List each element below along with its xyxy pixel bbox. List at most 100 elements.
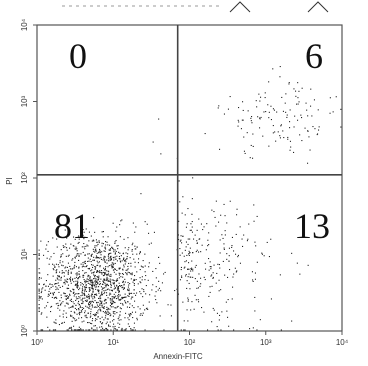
event-dot [78, 312, 80, 314]
event-dot [57, 275, 59, 277]
event-dot [301, 140, 303, 142]
event-dot [75, 248, 77, 250]
event-dot [68, 254, 70, 256]
event-dot [69, 247, 71, 249]
event-dot [255, 245, 257, 247]
event-dot [85, 284, 87, 286]
event-dot [87, 280, 89, 282]
event-dot [179, 254, 181, 256]
event-dot [113, 301, 115, 303]
event-dot [66, 288, 68, 290]
event-dot [227, 316, 229, 318]
event-dot [185, 274, 187, 276]
event-dot [127, 286, 129, 288]
event-dot [115, 250, 117, 252]
quadrant-label-upper-right: 6 [305, 36, 323, 76]
event-dot [83, 243, 85, 245]
event-dot [129, 292, 131, 294]
event-dot [59, 309, 61, 311]
event-dot [155, 299, 157, 301]
event-dot [92, 289, 94, 291]
event-dot [102, 280, 104, 282]
event-dot [56, 277, 58, 279]
event-dot [85, 329, 87, 331]
event-dot [272, 125, 274, 127]
event-dot [47, 250, 49, 252]
event-dot [86, 306, 88, 308]
event-dot [82, 262, 84, 264]
event-dot [111, 262, 113, 264]
event-dot [141, 266, 143, 268]
event-dot [135, 248, 137, 250]
event-dot [48, 294, 50, 296]
event-dot [318, 129, 320, 131]
event-dot [80, 299, 82, 301]
event-dot [97, 264, 99, 266]
event-dot [102, 287, 104, 289]
event-dot [41, 288, 43, 290]
event-dot [188, 262, 190, 264]
event-dot [94, 281, 96, 283]
event-dot [60, 249, 62, 251]
event-dot [208, 258, 210, 260]
event-dot [112, 256, 114, 258]
event-dot [62, 316, 64, 318]
event-dot [184, 266, 186, 268]
event-dot [95, 255, 97, 257]
event-dot [55, 319, 57, 321]
event-dot [98, 286, 100, 288]
event-dot [118, 299, 120, 301]
event-dot [76, 287, 78, 289]
event-dot [94, 286, 96, 288]
event-dot [89, 278, 91, 280]
event-dot [94, 297, 96, 299]
event-dot [122, 286, 124, 288]
event-dot [57, 288, 59, 290]
event-dot [38, 288, 40, 290]
event-dot [207, 239, 209, 241]
event-dot [101, 273, 103, 275]
event-dot [329, 97, 331, 99]
event-dot [84, 254, 86, 256]
event-dot [108, 308, 110, 310]
event-dot [63, 292, 65, 294]
event-dot [191, 260, 193, 262]
event-dot [124, 278, 126, 280]
event-dot [92, 329, 94, 331]
event-dot [64, 283, 66, 285]
event-dot [139, 251, 141, 253]
event-dot [58, 275, 60, 277]
event-dot [237, 254, 239, 256]
event-dot [286, 116, 288, 118]
event-dot [112, 320, 114, 322]
event-dot [61, 270, 63, 272]
event-dot [113, 323, 115, 325]
event-dot [77, 273, 79, 275]
event-dot [109, 292, 111, 294]
event-dot [131, 272, 133, 274]
event-dot [99, 307, 101, 309]
event-dot [257, 116, 259, 118]
event-dot [184, 249, 186, 251]
event-dot [92, 264, 94, 266]
event-dot [76, 254, 78, 256]
event-dot [60, 304, 62, 306]
event-dot [118, 316, 120, 318]
event-dot [179, 201, 181, 203]
event-dot [90, 235, 92, 237]
event-dot [60, 276, 62, 278]
event-dot [314, 128, 316, 130]
event-dot [298, 90, 300, 92]
event-dot [296, 103, 298, 105]
event-dot [108, 312, 110, 314]
event-dot [124, 329, 126, 331]
event-dot [116, 312, 118, 314]
event-dot [103, 290, 105, 292]
event-dot [73, 289, 75, 291]
event-dot [61, 264, 63, 266]
event-dot [122, 268, 124, 270]
event-dot [96, 256, 98, 258]
event-dot [133, 283, 135, 285]
event-dot [288, 83, 290, 85]
event-dot [82, 270, 84, 272]
